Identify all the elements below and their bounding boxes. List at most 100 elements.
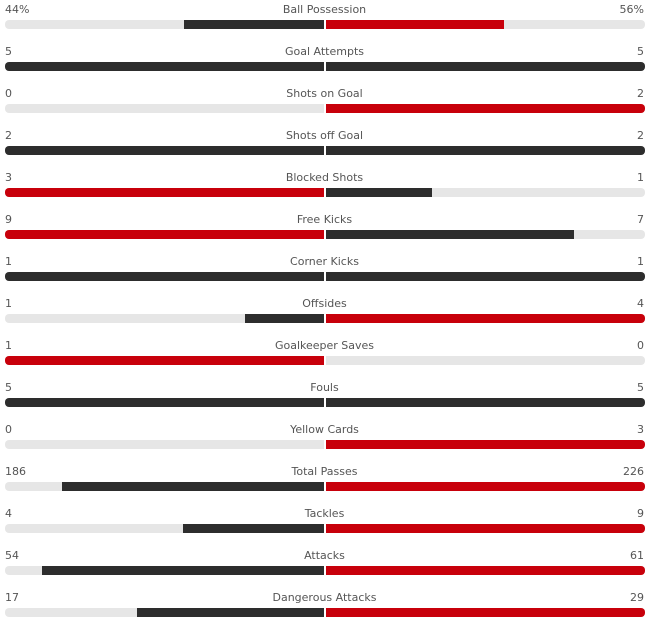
stat-bar-track	[5, 398, 645, 407]
center-divider	[324, 482, 326, 491]
stat-bar-track	[5, 62, 645, 71]
away-value: 2	[637, 129, 644, 142]
stat-bar-track	[5, 524, 645, 533]
center-divider	[324, 230, 326, 239]
stat-row: 3 Blocked Shots 1	[0, 168, 649, 210]
center-divider	[324, 608, 326, 617]
center-divider	[324, 566, 326, 575]
home-bar	[5, 398, 325, 407]
away-bar	[325, 272, 645, 281]
center-divider	[324, 524, 326, 533]
center-divider	[324, 314, 326, 323]
stat-bar-track	[5, 272, 645, 281]
stat-row: 186 Total Passes 226	[0, 462, 649, 504]
away-value: 2	[637, 87, 644, 100]
away-bar	[325, 398, 645, 407]
away-bar	[325, 566, 645, 575]
home-value: 2	[5, 129, 12, 142]
home-bar	[137, 608, 325, 617]
away-bar	[325, 230, 574, 239]
home-bar	[42, 566, 325, 575]
home-bar	[5, 146, 325, 155]
home-value: 0	[5, 423, 12, 436]
stat-bar-track	[5, 146, 645, 155]
away-value: 1	[637, 171, 644, 184]
home-bar	[5, 188, 325, 197]
away-bar	[325, 482, 645, 491]
home-value: 1	[5, 297, 12, 310]
stat-name: Tackles	[304, 507, 345, 520]
stat-name: Dangerous Attacks	[272, 591, 377, 604]
stat-row: 1 Offsides 4	[0, 294, 649, 336]
home-value: 1	[5, 339, 12, 352]
stat-row: 1 Goalkeeper Saves 0	[0, 336, 649, 378]
stat-row: 44% Ball Possession 56%	[0, 0, 649, 42]
home-value: 5	[5, 45, 12, 58]
home-value: 9	[5, 213, 12, 226]
home-bar	[5, 62, 325, 71]
away-value: 0	[637, 339, 644, 352]
home-bar	[245, 314, 325, 323]
stat-row: 1 Corner Kicks 1	[0, 252, 649, 294]
stat-bar-track	[5, 440, 645, 449]
stat-row: 2 Shots off Goal 2	[0, 126, 649, 168]
away-value: 9	[637, 507, 644, 520]
away-bar	[325, 314, 645, 323]
home-value: 1	[5, 255, 12, 268]
stat-bar-track	[5, 104, 645, 113]
center-divider	[324, 440, 326, 449]
away-bar	[325, 524, 645, 533]
stat-name: Goalkeeper Saves	[274, 339, 375, 352]
home-value: 44%	[5, 3, 30, 16]
home-bar	[184, 20, 325, 29]
away-bar	[325, 20, 504, 29]
stat-row: 4 Tackles 9	[0, 504, 649, 546]
away-bar	[325, 188, 432, 197]
home-bar	[62, 482, 325, 491]
away-value: 226	[623, 465, 644, 478]
stat-name: Yellow Cards	[290, 423, 359, 436]
home-value: 0	[5, 87, 12, 100]
stat-name: Shots on Goal	[286, 87, 363, 100]
stat-row: 17 Dangerous Attacks 29	[0, 588, 649, 630]
away-bar	[325, 608, 645, 617]
home-value: 4	[5, 507, 12, 520]
stat-bar-track	[5, 230, 645, 239]
center-divider	[324, 398, 326, 407]
away-value: 3	[637, 423, 644, 436]
stat-name: Ball Possession	[282, 3, 367, 16]
stat-name: Free Kicks	[296, 213, 353, 226]
center-divider	[324, 62, 326, 71]
stat-row: 9 Free Kicks 7	[0, 210, 649, 252]
stat-row: 54 Attacks 61	[0, 546, 649, 588]
center-divider	[324, 188, 326, 197]
stat-name: Attacks	[304, 549, 345, 562]
stat-name: Shots off Goal	[285, 129, 364, 142]
home-value: 186	[5, 465, 26, 478]
home-value: 5	[5, 381, 12, 394]
away-value: 61	[630, 549, 644, 562]
center-divider	[324, 272, 326, 281]
stat-bar-track	[5, 20, 645, 29]
away-value: 7	[637, 213, 644, 226]
stat-name: Corner Kicks	[290, 255, 359, 268]
stat-bar-track	[5, 482, 645, 491]
stat-bar-track	[5, 188, 645, 197]
stat-name: Total Passes	[291, 465, 358, 478]
away-bar	[325, 104, 645, 113]
center-divider	[324, 104, 326, 113]
away-value: 29	[630, 591, 644, 604]
home-value: 17	[5, 591, 19, 604]
away-value: 5	[637, 45, 644, 58]
away-bar	[325, 440, 645, 449]
home-bar	[183, 524, 325, 533]
away-bar	[325, 62, 645, 71]
away-value: 56%	[619, 3, 644, 16]
stat-row: 0 Yellow Cards 3	[0, 420, 649, 462]
home-value: 54	[5, 549, 19, 562]
stat-row: 0 Shots on Goal 2	[0, 84, 649, 126]
home-bar	[5, 272, 325, 281]
center-divider	[324, 146, 326, 155]
home-bar	[5, 356, 325, 365]
